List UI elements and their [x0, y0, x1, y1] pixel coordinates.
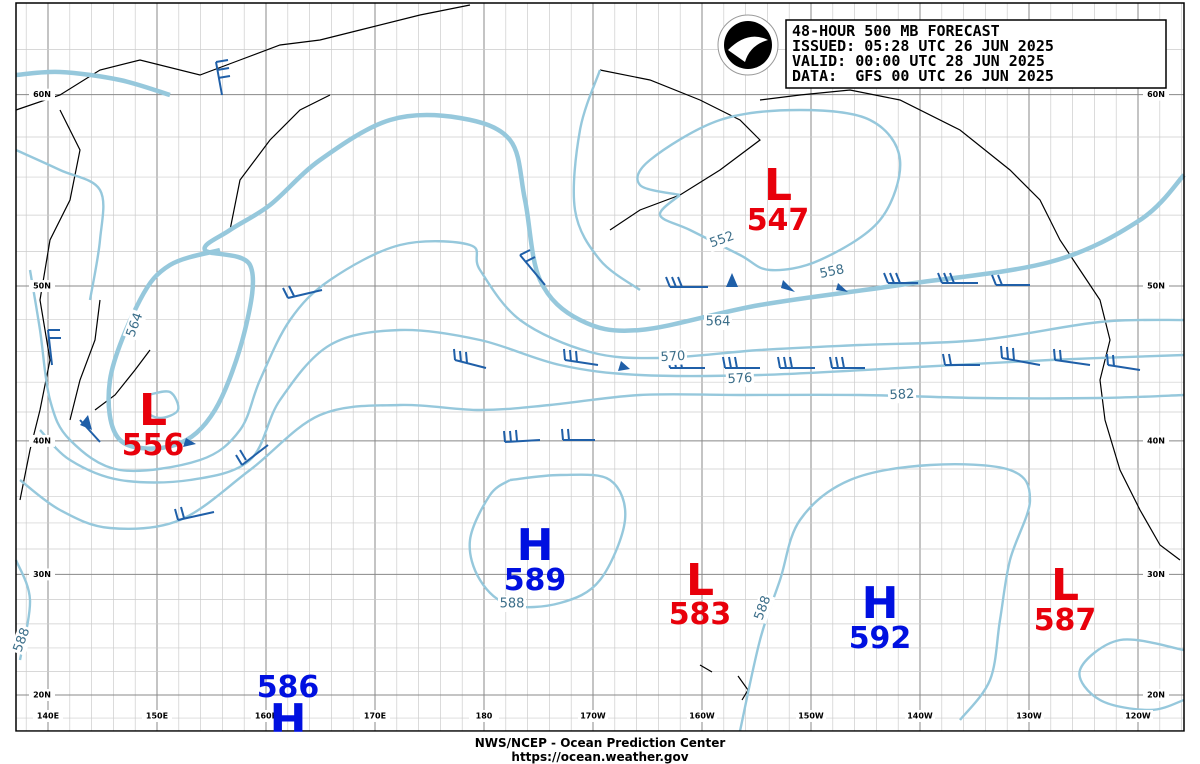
- contour-line: [28, 240, 1185, 473]
- lat-label: 50N: [1147, 282, 1165, 291]
- pressure-center-letter: L: [1051, 560, 1079, 611]
- lon-label: 130W: [1016, 712, 1042, 721]
- contour-label-box: [498, 596, 526, 612]
- contour-line: [636, 108, 902, 272]
- lat-label-box: [29, 280, 55, 293]
- contour-label: 570: [660, 349, 686, 365]
- lon-label-box: [1014, 710, 1044, 722]
- pressure-center-letter: L: [686, 555, 714, 606]
- lat-label-box: [29, 88, 55, 101]
- contour-label-box: [658, 348, 688, 366]
- contour-label-box: [122, 309, 148, 341]
- lat-label-box: [1143, 568, 1169, 581]
- lon-label-box: [796, 710, 826, 722]
- footer-line: https://ocean.weather.gov: [511, 750, 688, 764]
- header-box: [785, 19, 1167, 89]
- lon-label-box: [1123, 710, 1153, 722]
- lat-label-box: [1143, 280, 1169, 293]
- lat-label-box: [1143, 434, 1169, 447]
- lat-label: 40N: [1147, 436, 1165, 445]
- contour-label-box: [9, 624, 35, 656]
- pressure-center-value: 592: [849, 621, 912, 656]
- header-line: ISSUED: 05:28 UTC 26 JUN 2025: [792, 37, 1054, 55]
- lon-label-box: [33, 710, 63, 722]
- lat-label: 20N: [33, 691, 51, 700]
- lat-label-box: [29, 689, 55, 701]
- pressure-center-letter: H: [862, 578, 899, 629]
- contour-label: 558: [818, 262, 845, 282]
- contour-line: [143, 390, 180, 420]
- lon-label: 160E: [255, 712, 277, 721]
- contour-label-box: [887, 386, 917, 404]
- lat-label: 60N: [1147, 90, 1165, 99]
- contour-line: [572, 69, 641, 291]
- lon-label-box: [251, 710, 281, 722]
- contour-line: [15, 148, 105, 301]
- header-line: VALID: 00:00 UTC 28 JUN 2025: [792, 52, 1045, 70]
- contour-line: [468, 473, 627, 609]
- lat-label: 30N: [1147, 570, 1165, 579]
- contour-label-box: [816, 261, 848, 283]
- pressure-center-value: 556: [122, 428, 185, 463]
- lat-label-box: [1143, 689, 1169, 701]
- contour-label: 564: [706, 315, 731, 330]
- lat-label-box: [29, 434, 55, 447]
- lat-label: 30N: [33, 570, 51, 579]
- pressure-center-value: 589: [504, 563, 567, 598]
- pressure-center-value: 583: [669, 597, 732, 632]
- lon-label: 150E: [146, 712, 168, 721]
- map-frame: [15, 2, 1185, 732]
- contour-line: [106, 112, 1186, 451]
- contour-line: [1078, 638, 1185, 712]
- front-symbols: [80, 273, 848, 447]
- lon-label-box: [905, 710, 935, 722]
- lat-label-box: [1143, 88, 1169, 101]
- lon-label: 180: [476, 712, 493, 721]
- contour-label-box: [704, 314, 732, 330]
- header-line: DATA: GFS 00 UTC 26 JUN 2025: [792, 67, 1054, 85]
- lon-label: 160W: [689, 712, 715, 721]
- lon-label: 140E: [37, 712, 59, 721]
- lat-label: 20N: [1147, 691, 1165, 700]
- contour-label-box: [750, 592, 776, 624]
- pressure-center-value: 586: [257, 670, 320, 705]
- lon-label: 150W: [798, 712, 824, 721]
- lat-label-box: [29, 568, 55, 581]
- contour-label-box: [706, 227, 738, 253]
- lon-label-box: [142, 710, 172, 722]
- lon-label-box: [469, 710, 499, 722]
- contour-label-box: [725, 370, 755, 388]
- lat-label: 40N: [33, 436, 51, 445]
- pressure-center-letter: L: [764, 160, 792, 211]
- lon-label-box: [360, 710, 390, 722]
- contour-line: [39, 328, 1185, 484]
- lon-label-box: [687, 710, 717, 722]
- pressure-center-letter: L: [139, 385, 167, 436]
- footer-bg: [0, 731, 1200, 764]
- contour-line: [15, 69, 171, 98]
- contour-label: 582: [889, 387, 915, 403]
- lat-label: 50N: [33, 282, 51, 291]
- lon-label: 170W: [580, 712, 606, 721]
- contour-line: [19, 393, 1185, 531]
- footer-line: NWS/NCEP - Ocean Prediction Center: [475, 736, 726, 750]
- noaa-logo: [717, 14, 779, 76]
- height-contours: [14, 69, 1186, 732]
- lon-label: 120W: [1125, 712, 1151, 721]
- lon-label-box: [578, 710, 608, 722]
- contour-line: [738, 463, 1032, 732]
- header-line: 48-HOUR 500 MB FORECAST: [792, 22, 1000, 40]
- pressure-center-letter: H: [517, 520, 554, 571]
- lon-label: 140W: [907, 712, 933, 721]
- lon-label: 170E: [364, 712, 386, 721]
- lat-label: 60N: [33, 90, 51, 99]
- contour-label: 576: [727, 371, 753, 387]
- wind-barbs: [47, 59, 1141, 521]
- pressure-center-value: 587: [1034, 603, 1097, 638]
- contour-label: 588: [500, 597, 525, 612]
- pressure-center-value: 547: [747, 203, 810, 238]
